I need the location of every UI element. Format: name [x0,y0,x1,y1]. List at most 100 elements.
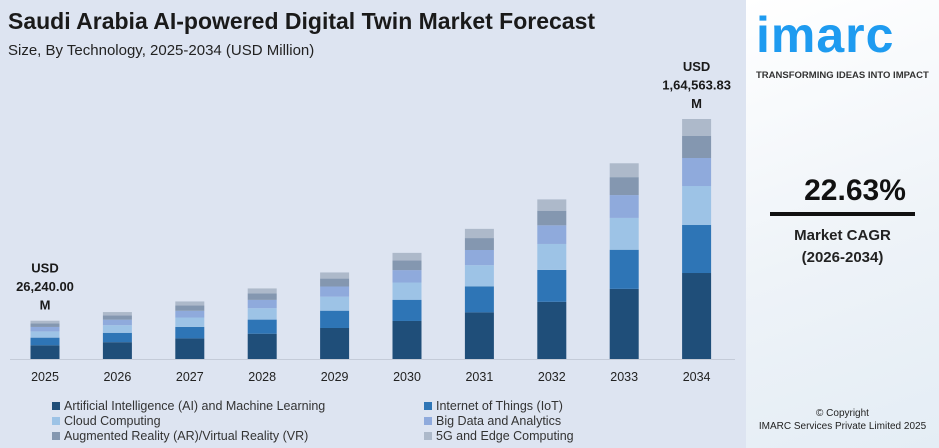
bar-segment [464,228,494,239]
bar-segment [247,293,277,300]
bar-segment [537,225,567,244]
legend-label: Cloud Computing [64,413,161,428]
bar-segment [320,296,350,311]
chart-subtitle: Size, By Technology, 2025-2034 (USD Mill… [8,42,315,59]
legend-swatch [424,416,432,425]
legend-swatch [424,431,432,440]
bar-segment [392,299,422,321]
x-tick-label: 2025 [31,370,59,384]
bar-segment [609,195,639,218]
bar-segment [392,252,422,261]
x-tick-label: 2027 [176,370,204,384]
x-tick-label: 2030 [393,370,421,384]
bar-segment [175,310,205,318]
bar-segment [464,312,494,359]
bar-segment [609,177,639,196]
data-label: M [691,96,702,111]
bar-segment [175,326,205,339]
bar-segment [609,217,639,250]
legend-item: Augmented Reality (AR)/Virtual Reality (… [52,428,424,443]
bar-segment [609,249,639,289]
x-tick-label: 2026 [103,370,131,384]
bar-segment [682,273,712,359]
bar-segment [320,286,350,297]
stacked-bar-chart: 2025 USD 26,240.00 M 2026 2027 2028 2029 2030 203… [10,59,735,384]
bar-segment [30,323,60,327]
bar-segment [392,320,422,359]
bar-segment [175,338,205,359]
legend: Artificial Intelligence (AI) and Machine… [52,398,672,443]
bar-segment [247,333,277,359]
bar-segment [392,270,422,283]
imarc-logo: imarc [756,7,895,63]
bar-segment [30,331,60,338]
bar-segment [102,342,132,359]
bar-segment [537,269,567,302]
bar-segment [682,135,712,158]
bar-segment [682,119,712,136]
data-label: USD [683,59,710,74]
legend-swatch [52,401,60,410]
bar-segment [464,286,494,313]
legend-label: Augmented Reality (AR)/Virtual Reality (… [64,428,309,443]
bar-segment [609,288,639,359]
legend-item: Internet of Things (IoT) [424,398,674,413]
legend-label: Internet of Things (IoT) [436,398,563,413]
bar-segment [537,243,567,270]
bar-segment [102,325,132,333]
data-label: 1,64,563.83 [662,78,731,93]
bar-segment [682,157,712,187]
cagr-period: (2026-2034) [801,249,884,266]
bar-segment [247,299,277,309]
bar-segment [682,186,712,226]
bar-segment [320,327,350,359]
x-tick-label: 2028 [248,370,276,384]
bar-segment [247,319,277,334]
brand-panel: imarc TRANSFORMING IDEAS INTO IMPACT 22.… [746,0,939,448]
bar-segment [609,163,639,178]
x-tick-label: 2034 [683,370,711,384]
chart-panel: Saudi Arabia AI-powered Digital Twin Mar… [0,0,746,448]
legend-item: Big Data and Analytics [424,413,674,428]
divider [770,212,915,216]
legend-item: Artificial Intelligence (AI) and Machine… [52,398,424,413]
legend-item: Cloud Computing [52,413,424,428]
bar-segment [175,317,205,327]
bar-segment [30,337,60,346]
legend-swatch [52,431,60,440]
bar-segment [537,210,567,226]
bar-segment [102,315,132,320]
bar-segment [30,326,60,332]
bar-segment [392,260,422,271]
legend-swatch [52,416,60,425]
data-label: 26,240.00 [16,279,74,294]
copyright: © Copyright [816,408,869,419]
data-label: M [40,298,51,313]
bar-segment [30,320,60,324]
bar-segment [537,199,567,211]
chart-title: Saudi Arabia AI-powered Digital Twin Mar… [8,8,596,34]
copyright-company: IMARC Services Private Limited 2025 [758,421,927,432]
bar-segment [464,250,494,266]
bar-segment [392,282,422,300]
bar-segment [30,345,60,359]
bar-segment [247,288,277,294]
cagr-value: 22.63% [804,174,906,207]
bar-segment [175,301,205,306]
bar-segment [102,332,132,343]
bar-segment [464,238,494,251]
legend-item: 5G and Edge Computing [424,428,674,443]
bar-segment [320,310,350,328]
bar-segment [102,312,132,316]
legend-label: Artificial Intelligence (AI) and Machine… [64,398,326,413]
bar-segment [247,308,277,320]
legend-label: 5G and Edge Computing [436,428,574,443]
x-tick-label: 2031 [465,370,493,384]
legend-label: Big Data and Analytics [436,413,562,428]
bar-segment [175,305,205,311]
data-label: USD [31,261,58,276]
brand-tagline: TRANSFORMING IDEAS INTO IMPACT [756,70,929,81]
x-tick-label: 2033 [610,370,638,384]
bar-segment [102,319,132,326]
bar-segment [320,278,350,287]
